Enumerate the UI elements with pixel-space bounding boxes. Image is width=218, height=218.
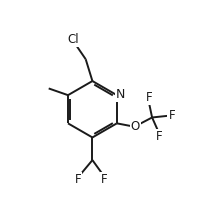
Text: F: F <box>75 173 82 186</box>
Text: N: N <box>116 88 125 101</box>
Text: Cl: Cl <box>67 32 79 46</box>
Text: F: F <box>169 109 175 122</box>
Text: F: F <box>156 130 163 143</box>
Text: O: O <box>131 120 140 133</box>
Text: F: F <box>101 173 107 186</box>
Text: F: F <box>145 91 152 104</box>
